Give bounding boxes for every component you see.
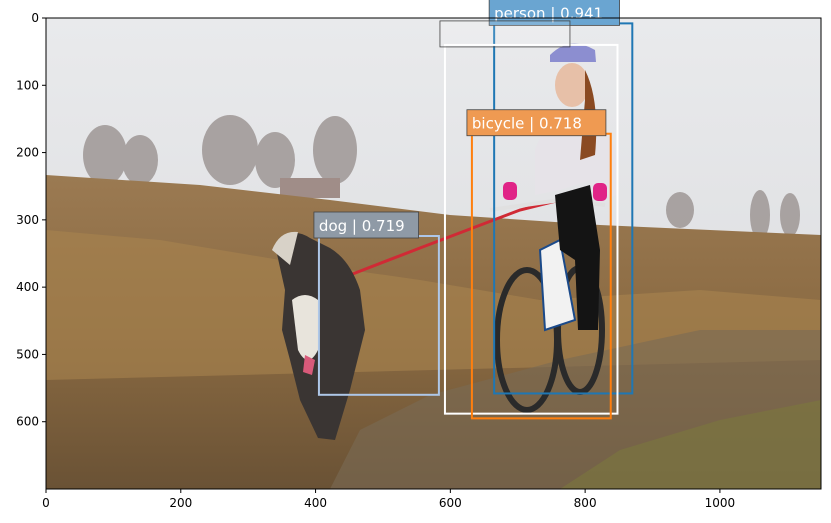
photo bbox=[46, 18, 821, 489]
bounding-box bbox=[443, 43, 619, 415]
x-axis: 0 200 400 600 800 1000 bbox=[42, 489, 735, 510]
y-tick-label: 200 bbox=[16, 146, 39, 160]
detection-dog: dog | 0.719 bbox=[313, 211, 440, 396]
label-box bbox=[439, 20, 571, 48]
x-tick-label: 600 bbox=[439, 496, 462, 510]
x-tick-label: 1000 bbox=[705, 496, 736, 510]
detection-label: dog | 0.719 bbox=[319, 217, 405, 235]
detection-overlays: person | 0.941 bicycle | 0.718 dog | 0.719 bbox=[313, 0, 634, 420]
axes-frame bbox=[45, 17, 822, 490]
label-box bbox=[313, 211, 419, 239]
x-tick-label: 800 bbox=[574, 496, 597, 510]
detection-bicycle: bicycle | 0.718 bbox=[466, 109, 612, 420]
x-tick-label: 400 bbox=[304, 496, 327, 510]
y-tick-label: 300 bbox=[16, 213, 39, 227]
y-tick-label: 400 bbox=[16, 280, 39, 294]
x-tick-label: 200 bbox=[169, 496, 192, 510]
y-tick-label: 0 bbox=[31, 11, 39, 25]
detection-label: person | 0.941 bbox=[494, 4, 603, 22]
y-tick-label: 500 bbox=[16, 347, 39, 361]
detection-label: bicycle | 0.718 bbox=[472, 115, 582, 133]
x-tick-label: 0 bbox=[42, 496, 50, 510]
y-axis: 0 100 200 300 400 500 600 bbox=[16, 11, 46, 429]
y-tick-label: 600 bbox=[16, 415, 39, 429]
y-tick-label: 100 bbox=[16, 78, 39, 92]
label-box bbox=[466, 109, 607, 137]
detection-unknown bbox=[439, 20, 619, 415]
